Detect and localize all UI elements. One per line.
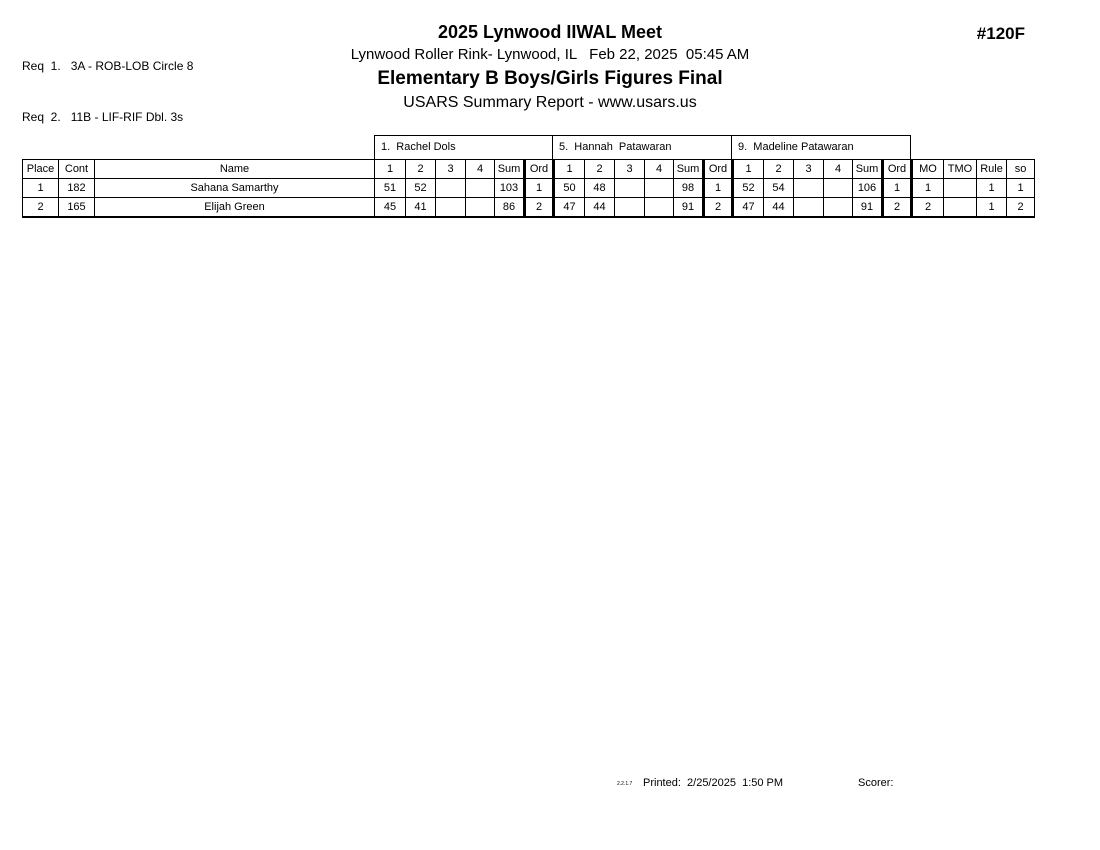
score-header: 4 xyxy=(823,159,853,179)
sum-cell: 106 xyxy=(852,178,883,198)
sum-cell: 98 xyxy=(673,178,704,198)
score-cell: 45 xyxy=(374,197,406,217)
score-cell xyxy=(614,178,645,198)
ord-cell: 2 xyxy=(881,197,913,217)
event-number: #120F xyxy=(976,24,1025,43)
score-header: 2 xyxy=(763,159,794,179)
sum-cell: 86 xyxy=(494,197,525,217)
ord-cell: 2 xyxy=(702,197,734,217)
judge-2-header: 5. Hannah Patawaran xyxy=(553,135,732,159)
so-cell: 1 xyxy=(1006,178,1035,198)
place-header: Place xyxy=(22,159,59,179)
event-title: Elementary B Boys/Girls Figures Final xyxy=(377,68,723,89)
report-header: 2025 Lynwood IIWAL Meet Lynwood Roller R… xyxy=(0,22,1100,113)
cont-header: Cont xyxy=(58,159,95,179)
score-cell xyxy=(465,178,495,198)
score-cell xyxy=(465,197,495,217)
place-cell: 2 xyxy=(22,197,59,217)
score-cell xyxy=(793,197,824,217)
sum-header: Sum xyxy=(494,159,525,179)
score-cell xyxy=(823,178,853,198)
score-header: 4 xyxy=(465,159,495,179)
ord-cell: 1 xyxy=(881,178,913,198)
so-header: so xyxy=(1006,159,1035,179)
ord-header: Ord xyxy=(702,159,734,179)
rule-header: Rule xyxy=(976,159,1007,179)
tmo-cell xyxy=(943,178,977,198)
venue-line: Lynwood Roller Rink- Lynwood, IL Feb 22,… xyxy=(350,46,750,63)
score-cell xyxy=(435,197,466,217)
so-cell: 2 xyxy=(1006,197,1035,217)
sum-header: Sum xyxy=(673,159,704,179)
report-type: USARS Summary Report - www.usars.us xyxy=(403,94,697,111)
score-cell: 41 xyxy=(405,197,436,217)
req-line-2: Req 2. 11B - LIF-RIF Dbl. 3s xyxy=(22,110,184,124)
score-cell: 44 xyxy=(763,197,794,217)
software-version: 2.2.1.7 xyxy=(617,781,633,787)
score-cell: 44 xyxy=(584,197,615,217)
meet-title: 2025 Lynwood IIWAL Meet xyxy=(437,22,663,42)
ord-header: Ord xyxy=(523,159,555,179)
score-cell xyxy=(644,178,674,198)
score-cell xyxy=(435,178,466,198)
score-cell xyxy=(823,197,853,217)
score-header: 1 xyxy=(553,159,585,179)
ord-cell: 2 xyxy=(523,197,555,217)
sum-cell: 103 xyxy=(494,178,525,198)
score-header: 3 xyxy=(614,159,645,179)
cont-cell: 165 xyxy=(58,197,95,217)
score-cell xyxy=(614,197,645,217)
printed-timestamp: Printed: 2/25/2025 1:50 PM xyxy=(643,777,784,789)
score-header: 4 xyxy=(644,159,674,179)
rule-cell: 1 xyxy=(976,178,1007,198)
score-cell: 52 xyxy=(405,178,436,198)
column-header-row: Place Cont Name 1 2 3 4 Sum Ord 1 2 3 4 … xyxy=(22,159,1035,179)
mo-cell: 2 xyxy=(911,197,944,217)
requirements-block: Req 1. 3A - ROB-LOB Circle 8 Req 2. 11B … xyxy=(22,24,193,160)
score-cell: 50 xyxy=(553,178,585,198)
cont-cell: 182 xyxy=(58,178,95,198)
ord-cell: 1 xyxy=(702,178,734,198)
score-header: 1 xyxy=(732,159,764,179)
name-cell: Sahana Samarthy xyxy=(94,178,375,198)
tmo-header: TMO xyxy=(943,159,977,179)
name-header: Name xyxy=(94,159,375,179)
place-cell: 1 xyxy=(22,178,59,198)
sum-header: Sum xyxy=(852,159,883,179)
score-header: 3 xyxy=(793,159,824,179)
score-cell: 54 xyxy=(763,178,794,198)
score-cell xyxy=(793,178,824,198)
score-cell: 52 xyxy=(732,178,764,198)
score-cell: 51 xyxy=(374,178,406,198)
scorer-label: Scorer: xyxy=(858,777,894,789)
score-header: 1 xyxy=(374,159,406,179)
judge-3-header: 9. Madeline Patawaran xyxy=(732,135,911,159)
tmo-cell xyxy=(943,197,977,217)
table-row: 2 165 Elijah Green 45 41 86 2 47 44 91 2… xyxy=(22,197,1035,217)
req-line-1: Req 1. 3A - ROB-LOB Circle 8 xyxy=(22,59,194,73)
sum-cell: 91 xyxy=(852,197,883,217)
score-header: 2 xyxy=(584,159,615,179)
rule-cell: 1 xyxy=(976,197,1007,217)
ord-header: Ord xyxy=(881,159,913,179)
ord-cell: 1 xyxy=(523,178,555,198)
table-row: 1 182 Sahana Samarthy 51 52 103 1 50 48 … xyxy=(22,178,1035,198)
score-header: 3 xyxy=(435,159,466,179)
score-cell xyxy=(644,197,674,217)
name-cell: Elijah Green xyxy=(94,197,375,217)
sum-cell: 91 xyxy=(673,197,704,217)
judge-1-header: 1. Rachel Dols xyxy=(374,135,553,159)
score-cell: 47 xyxy=(553,197,585,217)
mo-header: MO xyxy=(911,159,944,179)
score-header: 2 xyxy=(405,159,436,179)
score-cell: 47 xyxy=(732,197,764,217)
mo-cell: 1 xyxy=(911,178,944,198)
results-table: Place Cont Name 1 2 3 4 Sum Ord 1 2 3 4 … xyxy=(22,159,1035,218)
score-cell: 48 xyxy=(584,178,615,198)
